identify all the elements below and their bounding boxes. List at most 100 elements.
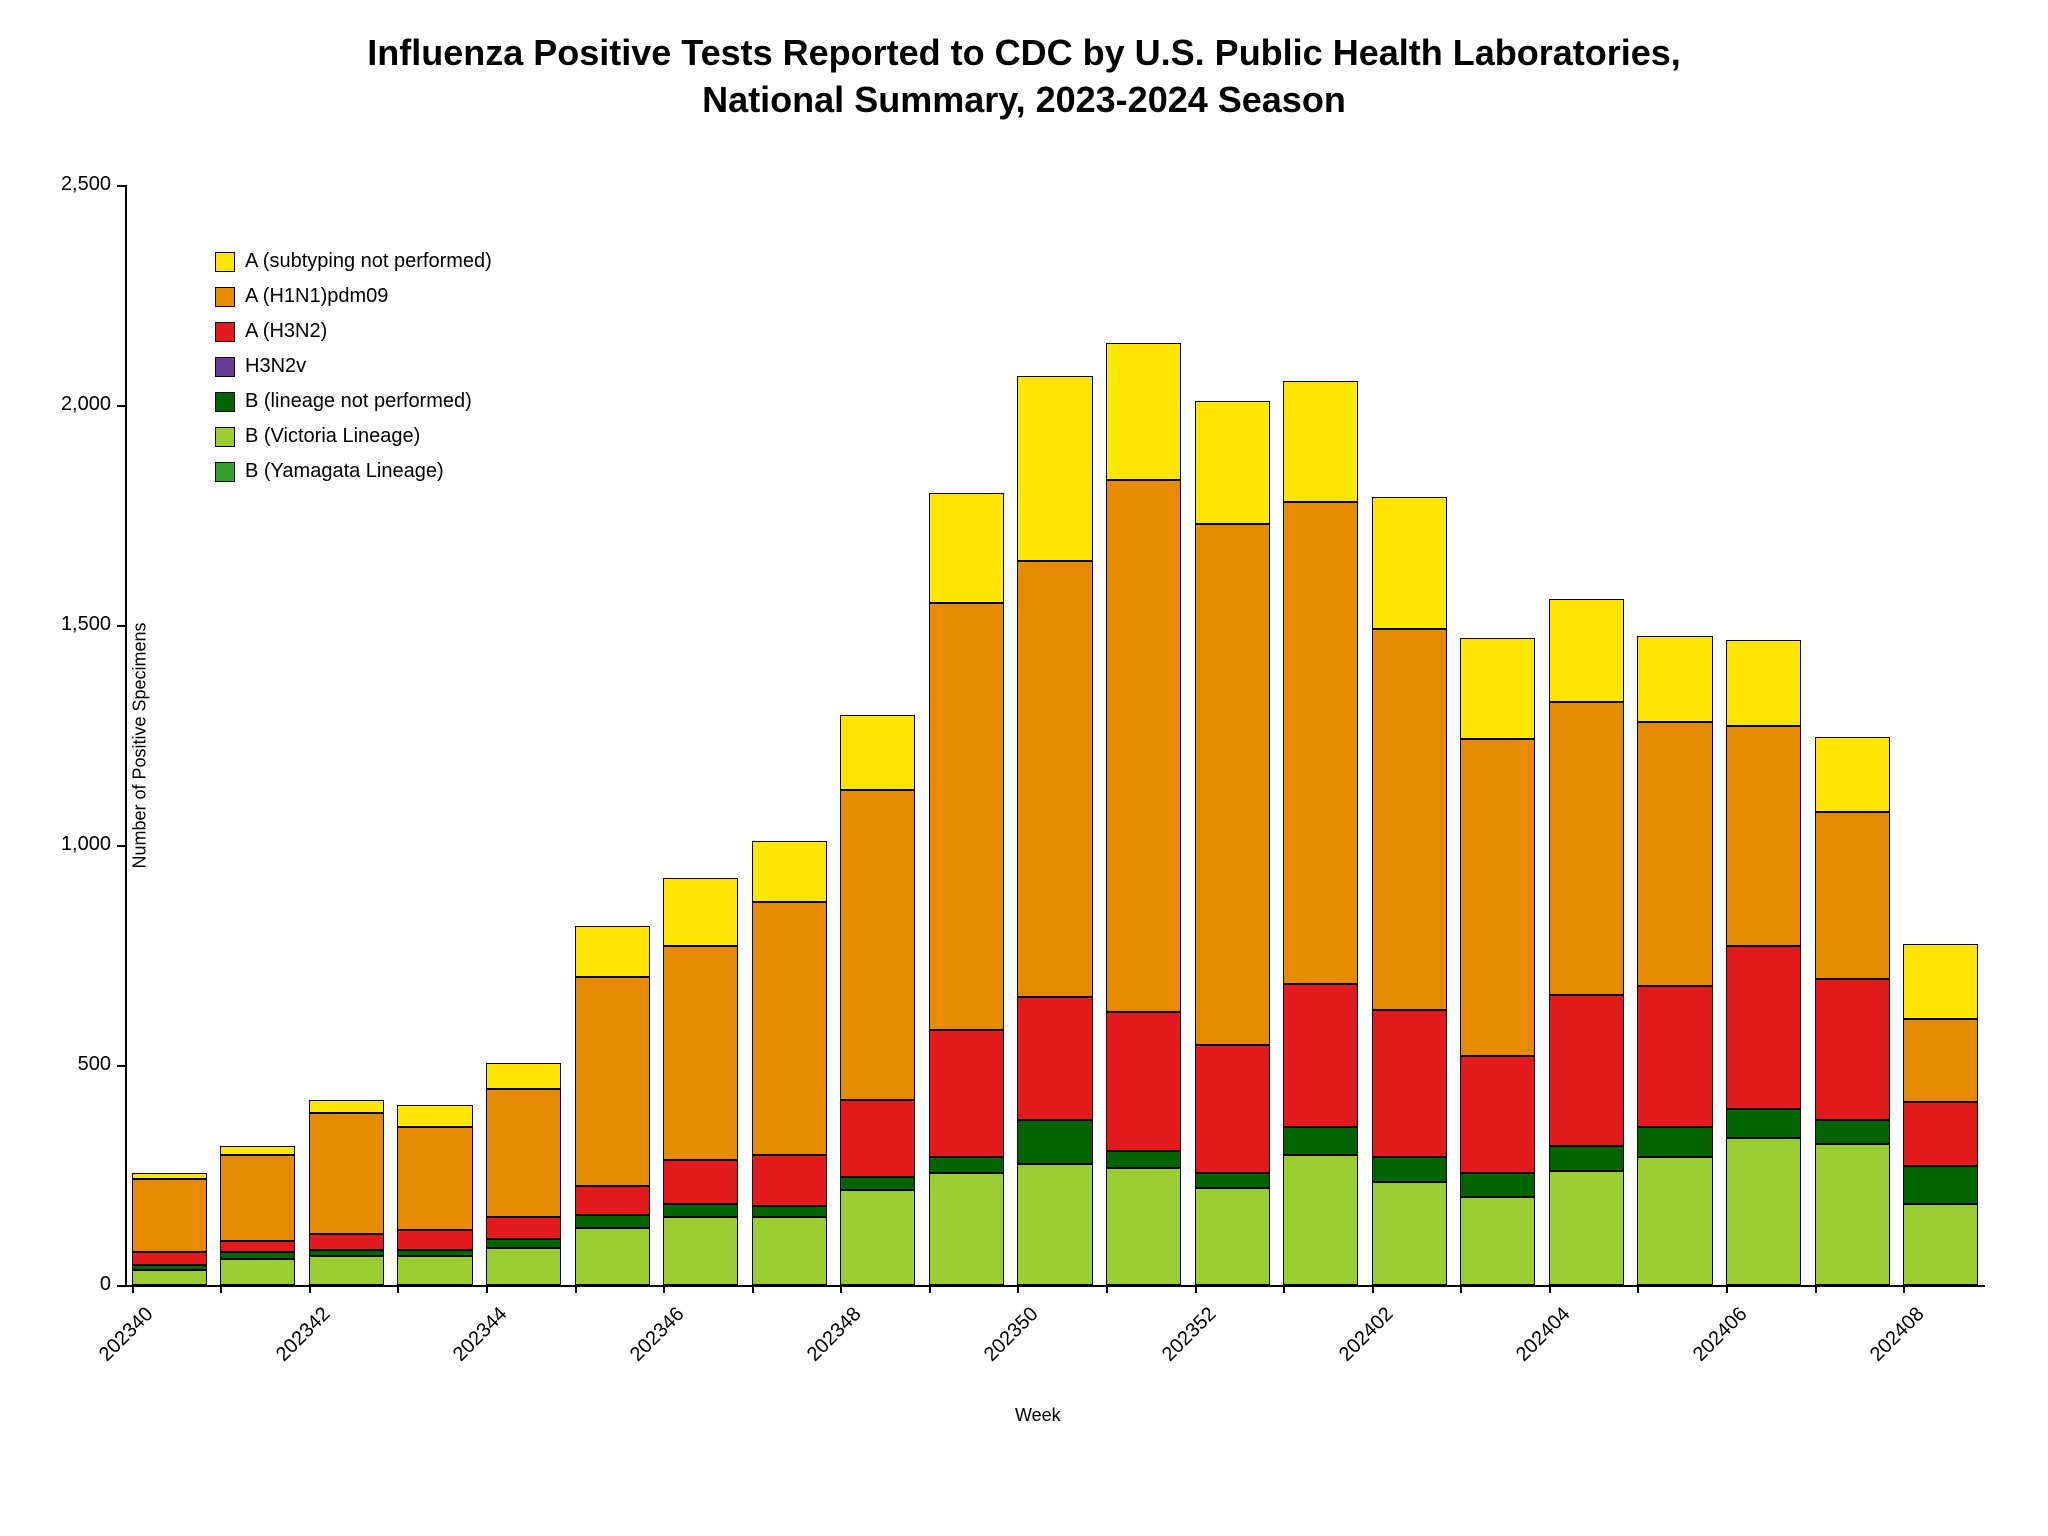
bar-segment	[1637, 1127, 1712, 1158]
bar-segment	[1726, 1138, 1801, 1285]
x-tick	[1549, 1285, 1551, 1293]
x-tick	[1726, 1285, 1728, 1293]
x-tick	[752, 1285, 754, 1293]
bar-segment	[1460, 1197, 1535, 1285]
y-tick-label: 500	[78, 1053, 111, 1076]
bar-segment	[1195, 1173, 1270, 1188]
bar-segment	[309, 1113, 384, 1234]
bar-segment	[1637, 986, 1712, 1127]
bar-segment	[929, 603, 1004, 1030]
x-tick-label: 202346	[616, 1303, 689, 1376]
y-tick	[117, 405, 125, 407]
bar-segment	[1815, 1144, 1890, 1285]
bar-segment	[1726, 640, 1801, 726]
legend-swatch	[215, 287, 235, 307]
bar-segment	[929, 493, 1004, 603]
y-tick	[117, 185, 125, 187]
bar-segment	[1549, 1146, 1624, 1170]
bar-segment	[397, 1105, 472, 1127]
bar-segment	[1549, 995, 1624, 1147]
bar-segment	[1372, 629, 1447, 1010]
legend-swatch	[215, 322, 235, 342]
bar-segment	[1195, 524, 1270, 1045]
bar-segment	[309, 1100, 384, 1113]
y-axis-label: Number of Positive Specimens	[130, 622, 151, 868]
bar-segment	[1283, 381, 1358, 502]
bar-segment	[1903, 1166, 1978, 1203]
bar-segment	[1283, 1127, 1358, 1156]
bar-segment	[1460, 638, 1535, 739]
legend: A (subtyping not performed) A (H1N1)pdm09…	[215, 250, 492, 495]
x-tick	[1017, 1285, 1019, 1293]
x-tick	[1460, 1285, 1462, 1293]
x-tick	[486, 1285, 488, 1293]
bar-segment	[1815, 979, 1890, 1120]
x-tick-label: 202404	[1502, 1303, 1575, 1376]
bar-segment	[752, 1206, 827, 1217]
bar-segment	[1195, 401, 1270, 524]
y-tick	[117, 1285, 125, 1287]
bar-segment	[397, 1230, 472, 1250]
bar-segment	[220, 1241, 295, 1252]
bar-segment	[663, 946, 738, 1159]
legend-label: A (H1N1)pdm09	[245, 285, 388, 308]
bar-segment	[1460, 739, 1535, 1056]
bar-segment	[575, 977, 650, 1186]
bar-segment	[1195, 1045, 1270, 1173]
bar-segment	[397, 1256, 472, 1285]
legend-swatch	[215, 427, 235, 447]
bar-segment	[1726, 946, 1801, 1109]
bar-segment	[309, 1256, 384, 1285]
bar-segment	[752, 1217, 827, 1285]
bar-segment	[486, 1239, 561, 1248]
bar-segment	[929, 1173, 1004, 1285]
bar-segment	[1017, 376, 1092, 561]
legend-label: B (Yamagata Lineage)	[245, 460, 444, 483]
bar-segment	[1283, 984, 1358, 1127]
bar-segment	[1106, 1151, 1181, 1169]
x-tick	[1637, 1285, 1639, 1293]
y-axis-line	[125, 185, 127, 1285]
x-axis-label: Week	[1015, 1405, 1061, 1426]
y-tick-label: 1,000	[61, 833, 111, 856]
bar-segment	[220, 1259, 295, 1285]
x-tick-label: 202406	[1679, 1303, 1752, 1376]
legend-swatch	[215, 392, 235, 412]
bar-segment	[1549, 702, 1624, 995]
bar-segment	[663, 1204, 738, 1217]
bar-segment	[752, 841, 827, 903]
bar-segment	[220, 1155, 295, 1241]
legend-item: A (subtyping not performed)	[215, 250, 492, 273]
bar-segment	[840, 1177, 915, 1190]
y-tick-label: 2,500	[61, 173, 111, 196]
y-tick	[117, 1065, 125, 1067]
bar-segment	[397, 1250, 472, 1257]
bar-segment	[1903, 1102, 1978, 1166]
x-tick	[840, 1285, 842, 1293]
y-tick-label: 1,500	[61, 613, 111, 636]
x-tick-label: 202340	[85, 1303, 158, 1376]
bar-segment	[132, 1270, 207, 1285]
x-tick	[929, 1285, 931, 1293]
bar-segment	[1637, 722, 1712, 986]
legend-swatch	[215, 462, 235, 482]
x-tick-label: 202402	[1325, 1303, 1398, 1376]
x-tick	[309, 1285, 311, 1293]
bar-segment	[840, 1190, 915, 1285]
bar-segment	[1815, 1120, 1890, 1144]
x-tick-label: 202348	[794, 1303, 867, 1376]
y-tick	[117, 625, 125, 627]
bar-segment	[132, 1173, 207, 1180]
x-tick	[397, 1285, 399, 1293]
bar-segment	[1017, 561, 1092, 997]
y-tick-label: 2,000	[61, 393, 111, 416]
bar-segment	[1106, 1012, 1181, 1151]
bar-segment	[1372, 497, 1447, 629]
bar-segment	[840, 790, 915, 1100]
bar-segment	[486, 1089, 561, 1217]
legend-item: A (H1N1)pdm09	[215, 285, 492, 308]
bar-segment	[1549, 1171, 1624, 1285]
bar-segment	[220, 1252, 295, 1259]
legend-item: A (H3N2)	[215, 320, 492, 343]
bar-segment	[840, 715, 915, 790]
